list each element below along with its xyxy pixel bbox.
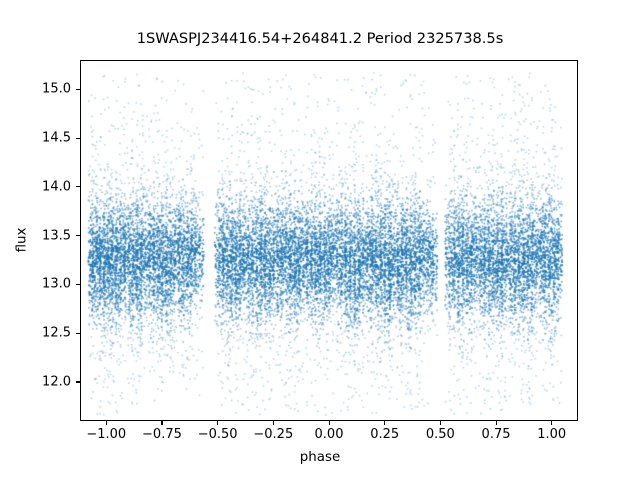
x-tick-mark (439, 421, 441, 425)
x-tick-label: −1.00 (86, 427, 127, 442)
y-tick-label: 14.5 (42, 130, 71, 146)
x-tick-label: 0.00 (314, 427, 344, 442)
y-tick-label: 14.0 (42, 179, 71, 195)
y-tick-mark (76, 88, 80, 90)
y-tick-label: 13.0 (42, 276, 71, 292)
x-tick-mark (551, 421, 553, 425)
x-tick-mark (328, 421, 330, 425)
page-title: 1SWASPJ234416.54+264841.2 Period 2325738… (136, 30, 504, 47)
x-tick-mark (272, 421, 274, 425)
x-axis-label: phase (299, 450, 341, 465)
x-tick-label: −0.50 (197, 427, 238, 442)
x-tick-mark (105, 421, 107, 425)
plot-axes (80, 60, 578, 421)
x-tick-mark (161, 421, 163, 425)
y-tick-mark (76, 235, 80, 237)
y-tick-mark (76, 186, 80, 188)
x-tick-label: −0.75 (142, 427, 182, 442)
x-tick-mark (495, 421, 497, 425)
x-tick-label: 0.50 (425, 427, 455, 442)
y-tick-label: 15.0 (42, 81, 71, 97)
y-tick-mark (76, 137, 80, 139)
y-tick-label: 13.5 (42, 228, 71, 244)
x-tick-label: 0.75 (481, 427, 511, 442)
y-tick-mark (76, 332, 80, 334)
y-tick-mark (76, 283, 80, 285)
x-tick-mark (384, 421, 386, 425)
x-tick-label: 0.25 (370, 427, 400, 442)
y-axis-label: flux (14, 227, 30, 253)
scatter-plot-canvas (81, 61, 577, 420)
y-tick-label: 12.0 (42, 374, 71, 390)
y-tick-mark (76, 381, 80, 383)
x-tick-mark (217, 421, 219, 425)
x-tick-label: −0.25 (253, 427, 294, 442)
y-tick-label: 12.5 (42, 325, 71, 341)
x-tick-label: 1.00 (537, 427, 567, 442)
